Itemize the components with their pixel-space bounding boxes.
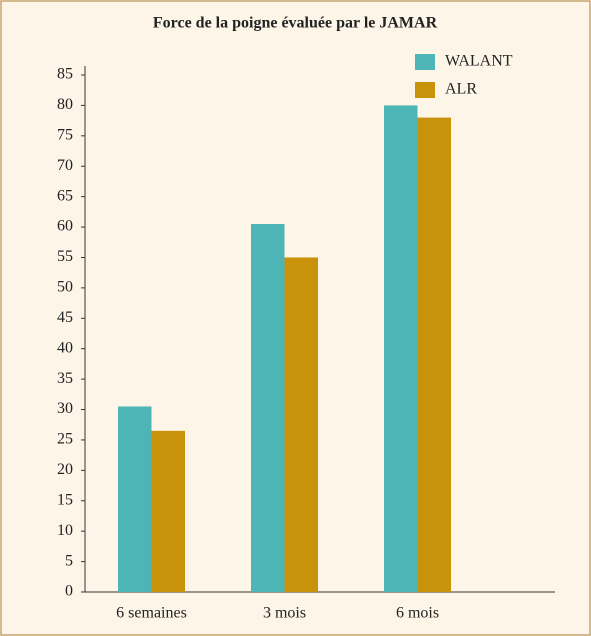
bar — [384, 105, 418, 592]
bar — [118, 406, 152, 592]
y-tick-label: 10 — [57, 522, 73, 539]
y-tick-label: 35 — [57, 370, 73, 387]
y-tick-label: 40 — [57, 339, 73, 356]
x-tick-label: 3 mois — [263, 605, 306, 622]
chart-title: Force de la poigne évaluée par le JAMAR — [153, 15, 438, 32]
y-tick-label: 70 — [57, 157, 73, 174]
legend-swatch — [415, 54, 435, 70]
y-tick-label: 55 — [57, 248, 73, 265]
legend-label: ALR — [445, 81, 477, 98]
y-tick-label: 50 — [57, 279, 73, 296]
y-tick-label: 25 — [57, 431, 73, 448]
legend-label: WALANT — [445, 53, 513, 70]
bar — [284, 257, 318, 592]
legend-swatch — [415, 82, 435, 98]
x-tick-label: 6 mois — [396, 605, 439, 622]
x-tick-label: 6 semaines — [116, 605, 187, 622]
y-tick-label: 75 — [57, 126, 73, 143]
y-tick-label: 80 — [57, 96, 73, 113]
y-tick-label: 5 — [65, 552, 73, 569]
y-tick-label: 65 — [57, 187, 73, 204]
bar — [251, 224, 285, 593]
y-tick-label: 15 — [57, 491, 73, 508]
y-tick-label: 45 — [57, 309, 73, 326]
bar — [417, 117, 451, 592]
y-tick-label: 0 — [65, 583, 73, 600]
y-tick-label: 60 — [57, 218, 73, 235]
y-tick-label: 20 — [57, 461, 73, 478]
bar — [151, 430, 185, 592]
y-tick-label: 85 — [57, 66, 73, 83]
y-tick-label: 30 — [57, 400, 73, 417]
